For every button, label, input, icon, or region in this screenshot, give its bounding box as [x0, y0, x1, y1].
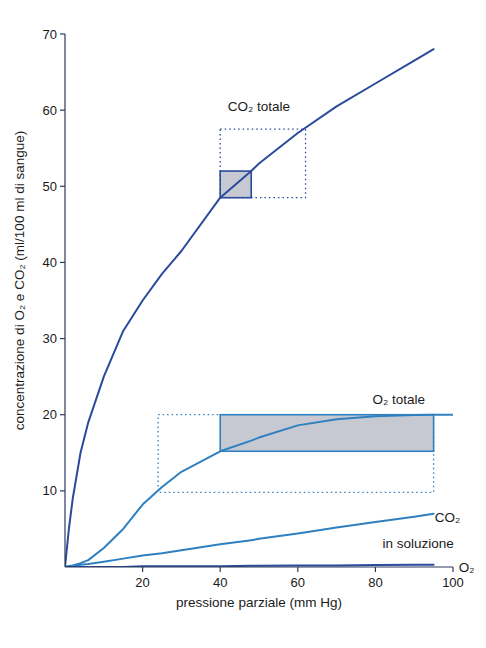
y-tick: [60, 338, 65, 339]
x-axis-label: pressione parziale (mm Hg): [176, 595, 342, 610]
y-tick-label: 70: [43, 27, 57, 42]
y-tick-label: 20: [43, 407, 57, 422]
x-tick: [142, 567, 143, 572]
x-axis: [65, 566, 453, 567]
annotation: CO₂ totale: [228, 99, 290, 114]
x-tick-label: 60: [291, 575, 305, 590]
y-tick: [60, 186, 65, 187]
x-tick-label: 100: [442, 575, 464, 590]
series-line: [65, 415, 453, 567]
y-tick: [60, 262, 65, 263]
y-tick: [60, 110, 65, 111]
y-tick: [60, 414, 65, 415]
chart: 10 20 30 40 50 60 70 20 40 60 80 100 pressione parzi…: [0, 0, 486, 648]
series-line: [65, 49, 434, 567]
annotation: in soluzione: [382, 536, 453, 551]
annotation: O₂: [459, 560, 475, 575]
y-tick-label: 40: [43, 255, 57, 270]
x-tick: [220, 567, 221, 572]
x-tick-label: 40: [213, 575, 227, 590]
x-tick: [297, 567, 298, 572]
x-tick: [452, 567, 453, 572]
y-tick: [60, 490, 65, 491]
y-tick-label: 10: [43, 483, 57, 498]
x-tick-label: 80: [368, 575, 382, 590]
y-tick: [60, 33, 65, 34]
series-line: [65, 514, 434, 567]
annotation: O₂ totale: [372, 392, 425, 407]
plot-area: [65, 49, 453, 567]
y-tick-label: 30: [43, 331, 57, 346]
y-axis: [64, 34, 65, 567]
y-tick-label: 50: [43, 179, 57, 194]
x-tick-label: 20: [135, 575, 149, 590]
y-tick-label: 60: [43, 103, 57, 118]
annotation: CO₂: [435, 510, 461, 525]
y-axis-label: concentrazione di O₂ e CO₂ (ml/100 ml di…: [12, 131, 27, 430]
x-tick: [375, 567, 376, 572]
